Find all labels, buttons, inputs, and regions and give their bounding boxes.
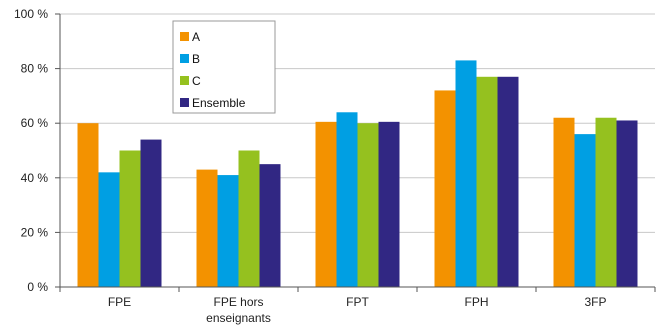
legend-swatch-ensemble: [180, 98, 189, 107]
legend: ABC Ensemble: [172, 20, 276, 114]
legend-label-ensemble: Ensemble: [192, 96, 246, 110]
bar-ensemble-0: [140, 139, 162, 287]
y-tick-label: 60 %: [21, 116, 49, 130]
y-tick-label: 20 %: [21, 225, 49, 239]
x-category-label: FPH: [465, 295, 489, 309]
bar-b-3: [455, 60, 477, 287]
bar-ensemble-1: [259, 164, 281, 287]
legend-label-a: A: [192, 30, 200, 44]
bar-ensemble-3: [497, 76, 519, 287]
x-axis-category-labels: FPE FPE hors enseignants FPT FPH 3FP: [108, 295, 607, 325]
y-tick-label: 100 %: [14, 7, 48, 21]
x-category-label: FPT: [346, 295, 369, 309]
y-tick-label: 0 %: [27, 280, 48, 294]
bar-c-0: [119, 150, 141, 287]
x-category-label: FPE: [108, 295, 131, 309]
bar-c-3: [476, 76, 498, 287]
bar-c-1: [238, 150, 260, 287]
bar-a-0: [77, 123, 99, 287]
y-tick-label: 80 %: [21, 62, 49, 76]
bar-ensemble-4: [616, 120, 638, 287]
axes: [59, 14, 656, 292]
y-tick-label: 40 %: [21, 171, 49, 185]
legend-swatch-c: [180, 76, 189, 85]
bar-c-4: [595, 117, 617, 288]
legend-label-b: B: [192, 52, 200, 66]
legend-swatch-b: [180, 54, 189, 63]
bars: [77, 60, 638, 288]
bar-c-2: [357, 123, 379, 287]
bar-b-2: [336, 112, 358, 287]
legend-box: [172, 20, 276, 114]
bar-a-1: [196, 169, 218, 287]
bar-b-1: [217, 175, 239, 287]
bar-b-0: [98, 172, 120, 287]
x-category-label: enseignants: [206, 311, 271, 325]
y-axis-ticks: 0 % 20 % 40 % 60 % 80 % 100 %: [14, 7, 60, 294]
x-category-label: FPE hors: [213, 295, 263, 309]
bar-a-2: [315, 121, 337, 288]
x-category-label: 3FP: [584, 295, 606, 309]
bar-b-4: [574, 134, 596, 287]
legend-swatch-a: [180, 32, 189, 41]
bar-a-4: [553, 117, 575, 288]
legend-label-c: C: [192, 74, 201, 88]
bar-ensemble-2: [378, 121, 400, 288]
bar-a-3: [434, 90, 456, 287]
